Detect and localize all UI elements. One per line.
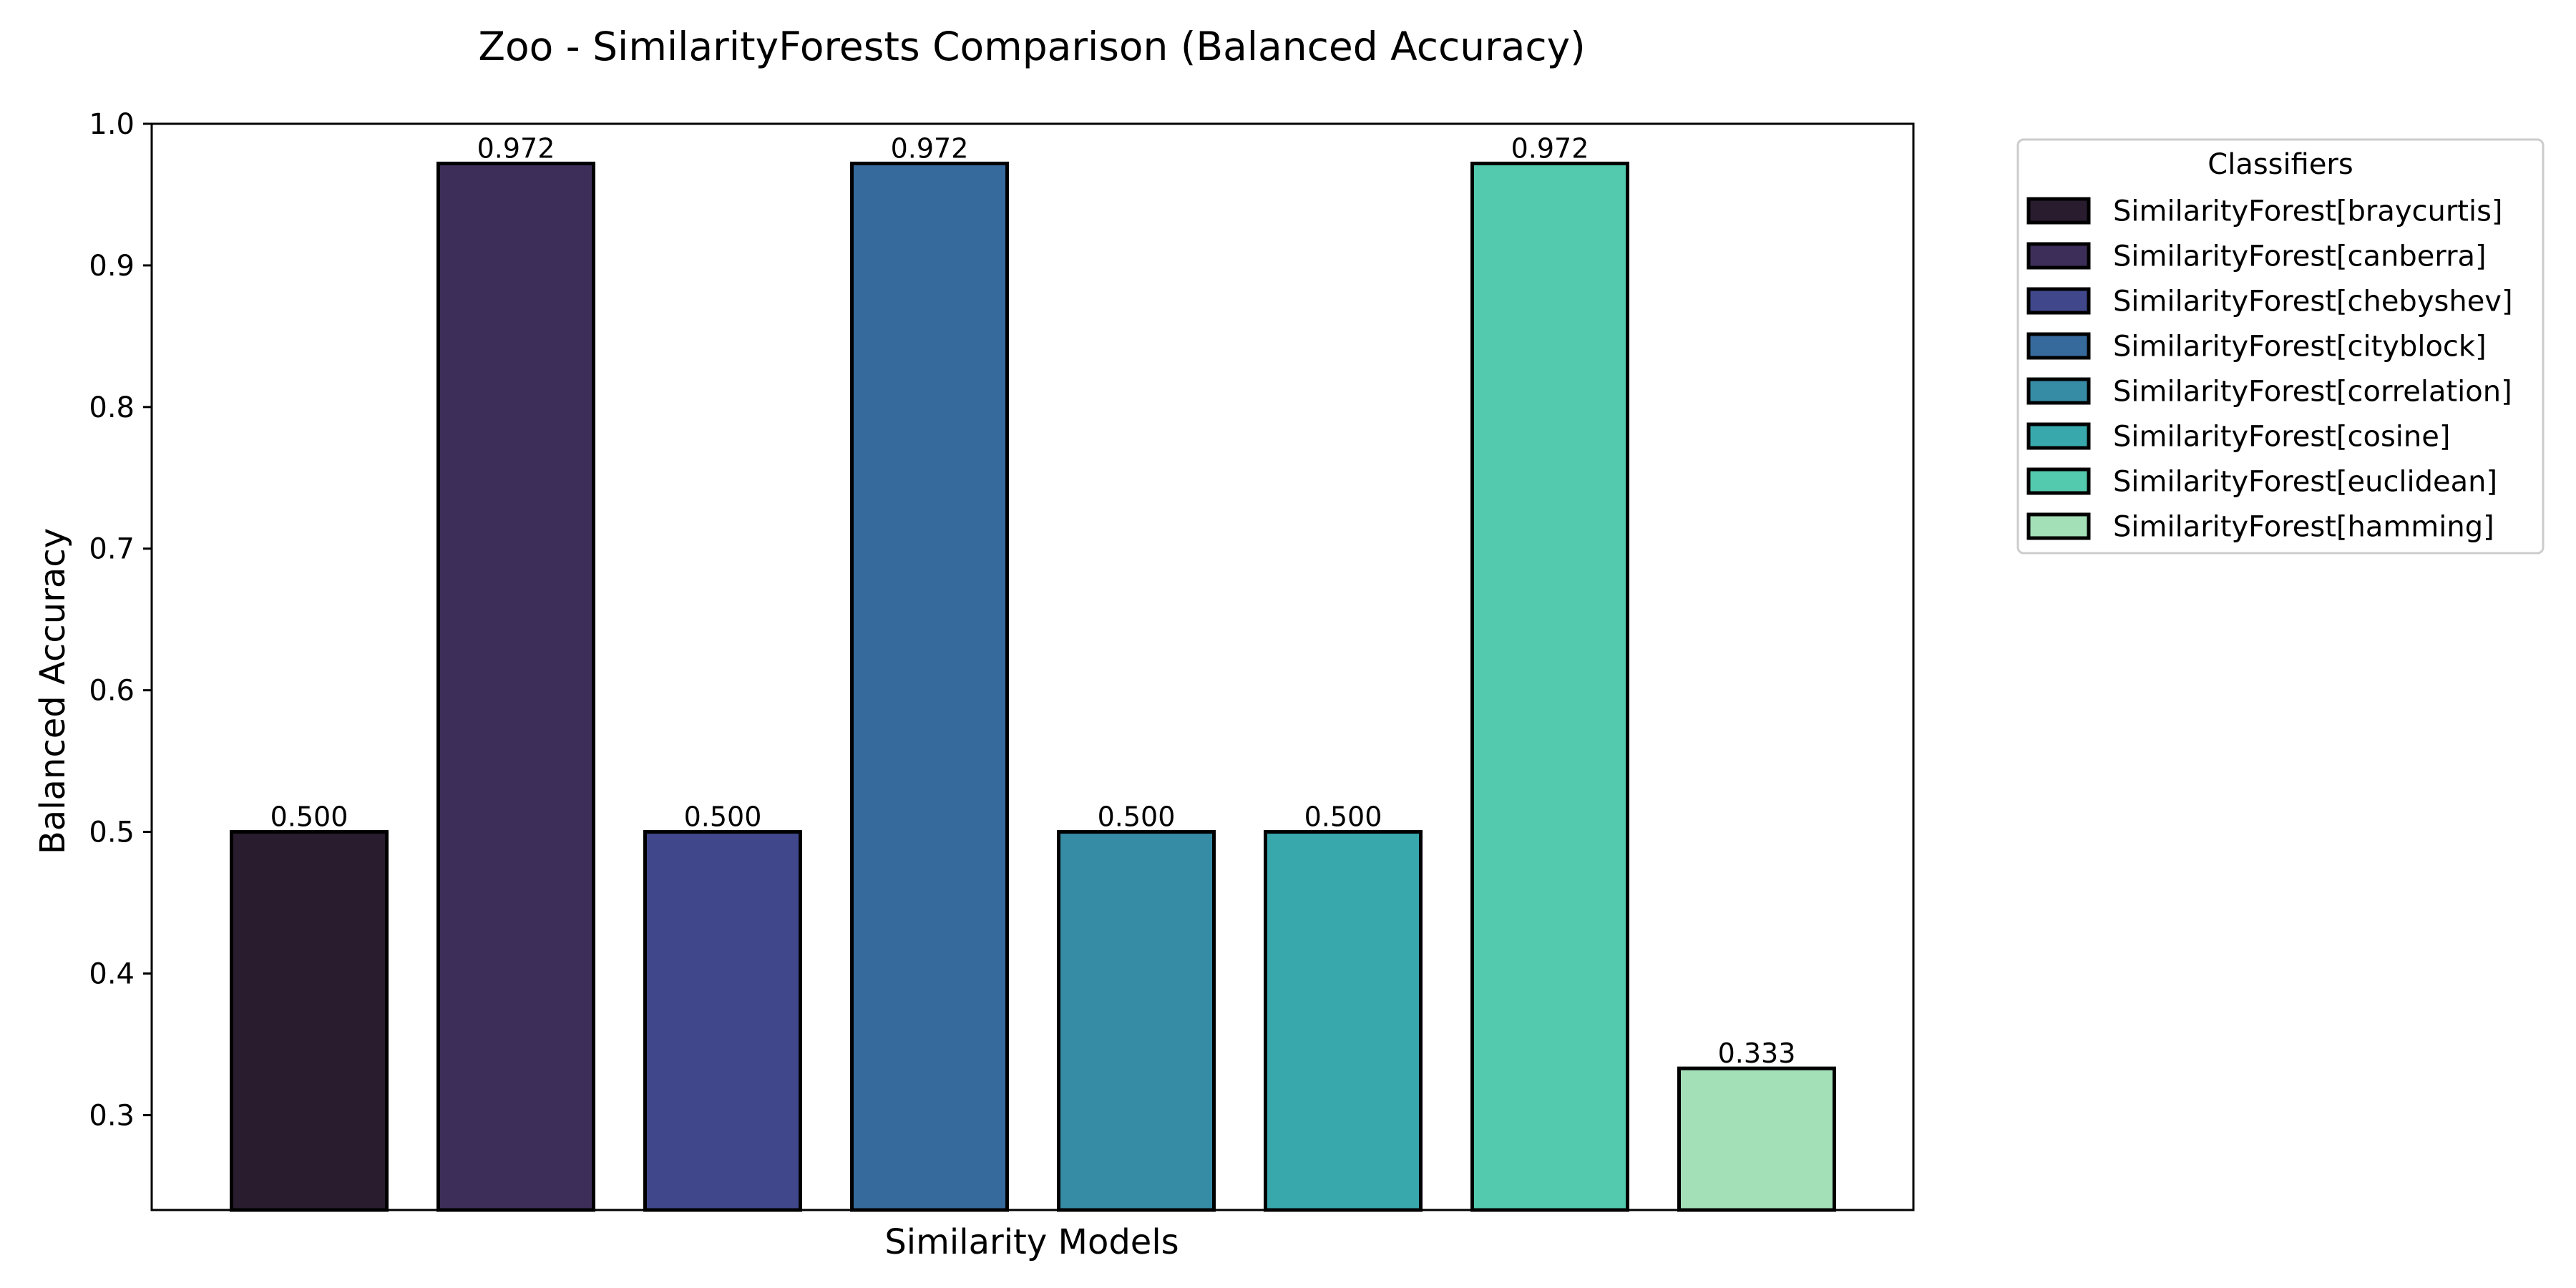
legend-swatch [2026, 422, 2091, 450]
bar-3 [850, 161, 1009, 1212]
bar-value-label: 0.500 [270, 801, 348, 833]
legend-swatch [2026, 512, 2091, 540]
bar-value-label: 0.972 [477, 132, 555, 164]
y-tick-label: 0.4 [89, 957, 135, 990]
legend-label: SimilarityForest[chebyshev] [2113, 286, 2513, 318]
bar-value-label: 0.972 [891, 132, 969, 164]
legend-items: SimilarityForest[braycurtis] SimilarityFo… [2026, 195, 2513, 544]
legend-label: SimilarityForest[hamming] [2113, 511, 2494, 544]
x-axis-label: Similarity Models [884, 1222, 1179, 1262]
legend-label: SimilarityForest[braycurtis] [2113, 195, 2503, 228]
y-tick-label: 0.6 [89, 675, 135, 708]
bar-4 [1057, 830, 1216, 1212]
bar-1 [436, 161, 595, 1212]
legend-swatch [2026, 287, 2091, 315]
bar-2 [643, 830, 802, 1212]
chart-title: Zoo - SimilarityForests Comparison (Bala… [478, 24, 1585, 69]
y-tick-label: 0.5 [89, 816, 135, 849]
legend-label: SimilarityForest[cityblock] [2113, 331, 2487, 364]
y-tick-label: 0.7 [89, 533, 135, 566]
bar-7 [1677, 1066, 1836, 1212]
plot-area [152, 124, 1913, 1210]
legend-label: SimilarityForest[correlation] [2113, 376, 2512, 409]
bar-6 [1470, 161, 1629, 1212]
legend: Classifiers SimilarityForest[braycurtis]… [2016, 138, 2545, 555]
y-tick-label: 0.8 [89, 391, 135, 424]
legend-swatch [2026, 332, 2091, 360]
bar-value-label: 0.500 [684, 801, 762, 833]
y-tick-label: 0.9 [89, 250, 135, 283]
legend-title: Classifiers [2207, 148, 2353, 181]
legend-label: SimilarityForest[cosine] [2113, 421, 2450, 454]
legend-label: SimilarityForest[euclidean] [2113, 466, 2497, 499]
legend-swatch [2026, 467, 2091, 495]
legend-label: SimilarityForest[canberra] [2113, 240, 2487, 273]
bar-value-label: 0.500 [1304, 801, 1382, 833]
legend-swatch [2026, 242, 2091, 270]
bar-value-label: 0.333 [1718, 1038, 1796, 1069]
y-axis-label: Balanced Accuracy [33, 528, 73, 854]
bars-layer [230, 161, 1836, 1212]
bar-0 [230, 830, 389, 1212]
bar-value-label: 0.500 [1098, 801, 1176, 833]
bar-5 [1264, 830, 1423, 1212]
legend-swatch [2026, 197, 2091, 225]
plot-frame [150, 122, 1915, 1211]
y-axis: 0.3 0.4 0.5 0.6 0.7 0.8 0.9 1.0 [89, 108, 152, 1132]
y-tick-label: 0.3 [89, 1099, 135, 1132]
legend-swatch [2026, 377, 2091, 405]
bar-value-label: 0.972 [1511, 132, 1589, 164]
legend-frame [2016, 138, 2545, 555]
y-tick-label: 1.0 [89, 108, 135, 141]
value-labels-layer: 0.500 0.972 0.500 0.972 0.500 0.500 0.972 0.333 [270, 132, 1796, 1069]
